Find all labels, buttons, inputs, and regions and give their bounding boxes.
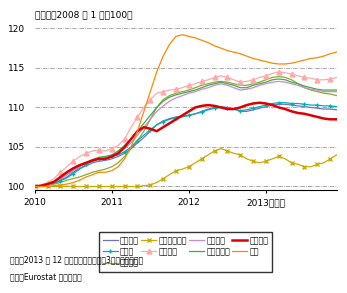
Text: 備考：2013 年 12 月までの数値。後方3ヶ月移動平均。: 備考：2013 年 12 月までの数値。後方3ヶ月移動平均。 [10,255,144,264]
Text: 資料：Eurostat から作成。: 資料：Eurostat から作成。 [10,272,82,282]
Legend: フランス, ドイツ, ギリシャ, アイルランド, イタリア, オランダ, ポルトガル, スペイン, 英国: フランス, ドイツ, ギリシャ, アイルランド, イタリア, オランダ, ポルト… [99,232,272,272]
Text: （指数、2008 年 1 月＝100）: （指数、2008 年 1 月＝100） [35,11,132,20]
